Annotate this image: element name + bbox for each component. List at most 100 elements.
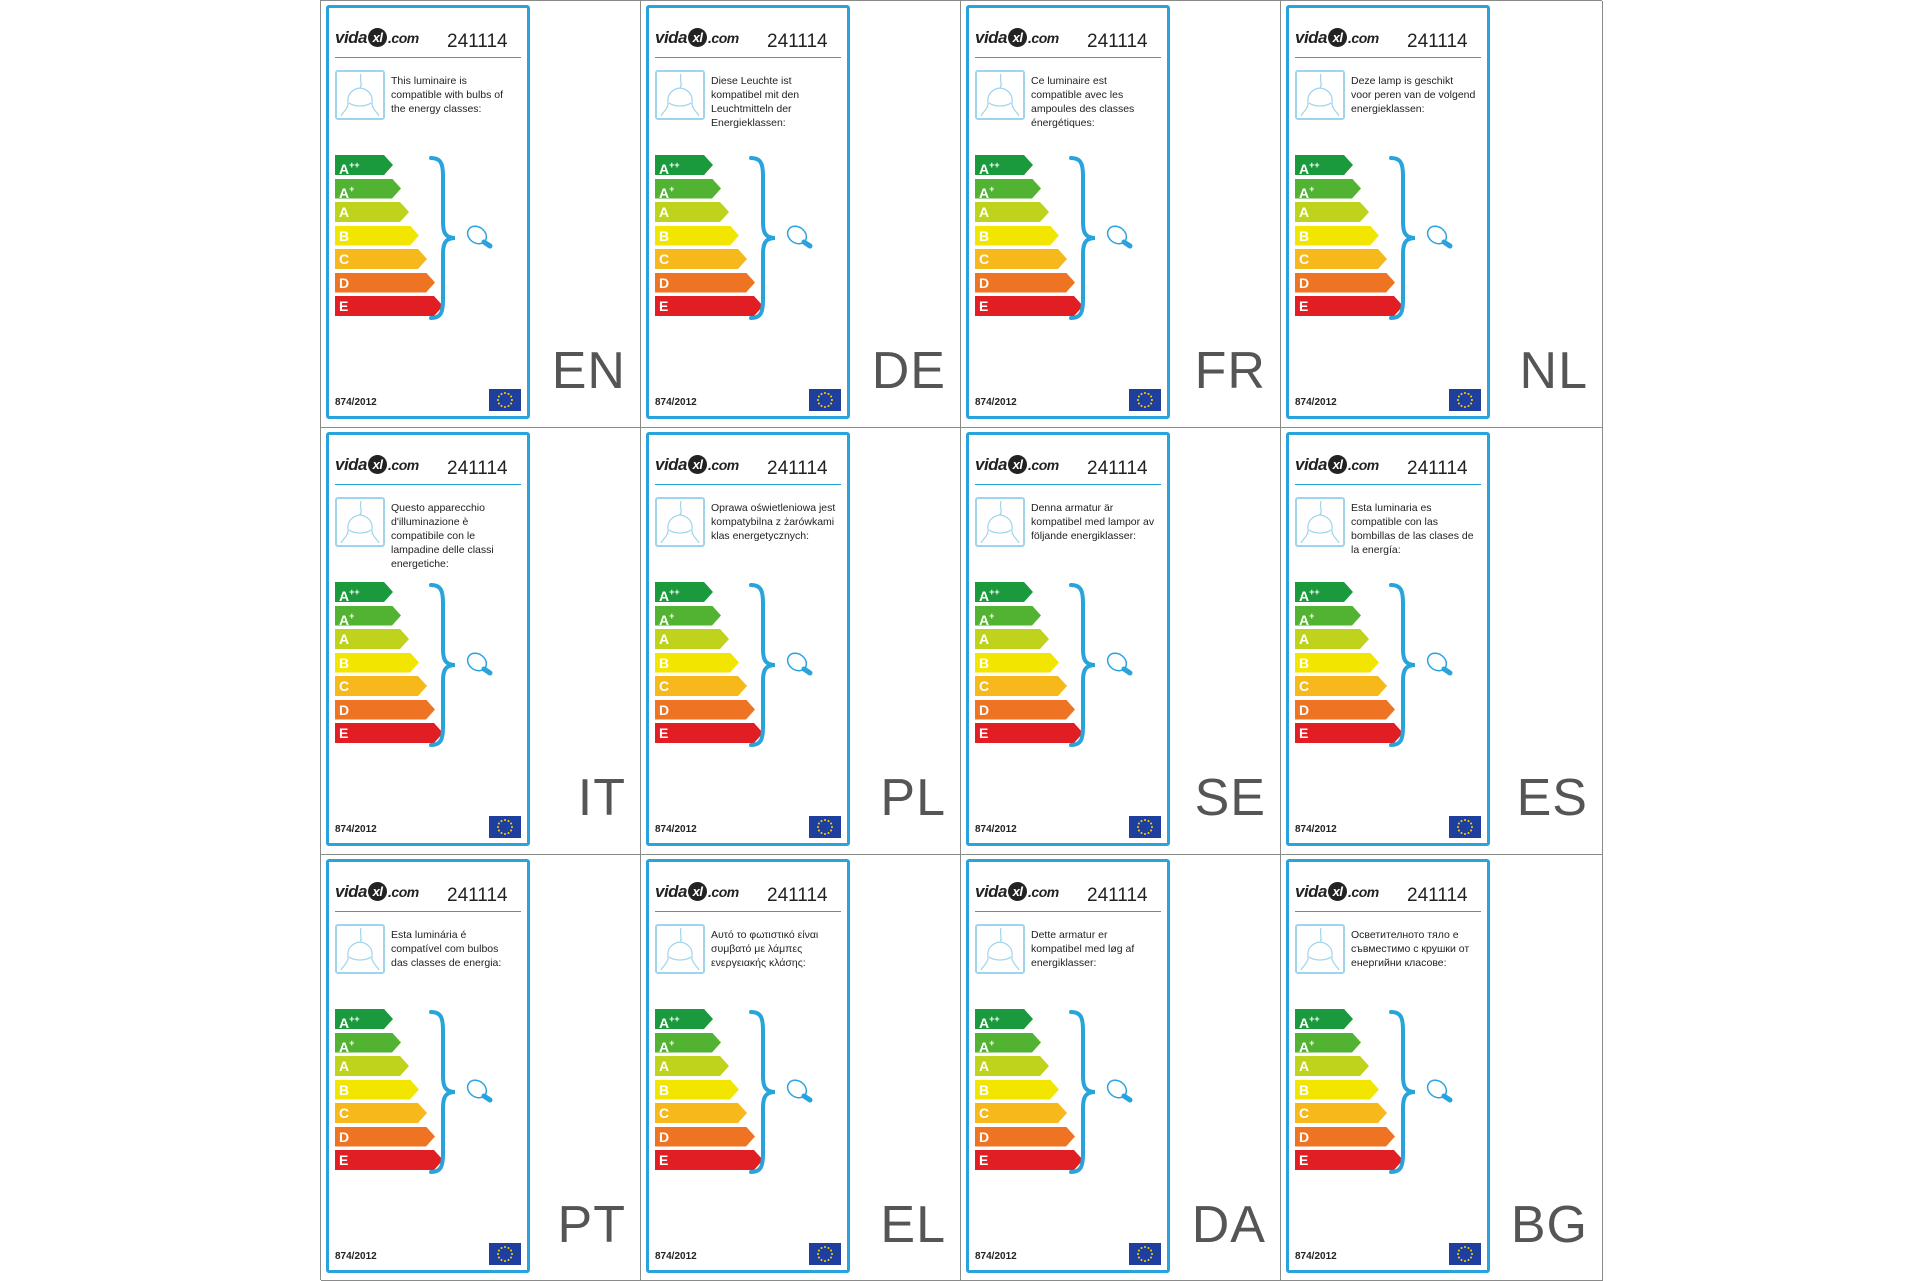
energy-class-letter: B bbox=[1299, 654, 1310, 671]
energy-class-letter: A bbox=[979, 1015, 990, 1031]
energy-class-arrow: A++ bbox=[335, 582, 393, 602]
energy-class-arrow: A++ bbox=[975, 155, 1033, 175]
energy-class-letter: B bbox=[659, 654, 670, 671]
energy-class-arrow: D bbox=[655, 700, 755, 720]
energy-label-card: vida xl .com 241114 Dette armatur er kompa… bbox=[966, 859, 1170, 1273]
energy-class-plus: ++ bbox=[349, 587, 360, 597]
energy-class-arrow: B bbox=[335, 226, 419, 246]
brand-name: vida bbox=[655, 882, 688, 901]
energy-class-scale: A++ A+ A B C D E bbox=[975, 155, 1083, 320]
energy-class-letter: D bbox=[979, 274, 990, 291]
energy-class-letter: C bbox=[979, 678, 990, 694]
energy-class-arrow: A bbox=[975, 1056, 1049, 1076]
energy-class-arrow: A+ bbox=[655, 179, 721, 199]
brand-suffix: .com bbox=[1028, 30, 1059, 46]
language-code: PL bbox=[880, 769, 946, 827]
energy-class-scale: A++ A+ A B C D E bbox=[1295, 582, 1403, 747]
brace-icon bbox=[1069, 1010, 1133, 1174]
compatibility-text: Deze lamp is geschikt voor peren van de … bbox=[1351, 75, 1476, 115]
energy-label-card: vida xl .com 241114 Осветителното тяло е с… bbox=[1286, 859, 1490, 1273]
energy-class-letter: E bbox=[339, 1152, 349, 1168]
brand-name: vida bbox=[655, 28, 688, 47]
energy-class-letter: A bbox=[979, 184, 990, 201]
brand-suffix: .com bbox=[1028, 457, 1059, 473]
regulation-number: 874/2012 bbox=[655, 397, 697, 408]
energy-class-letter: D bbox=[339, 274, 350, 291]
energy-class-letter: B bbox=[979, 654, 990, 671]
brand-name: vida bbox=[975, 28, 1008, 47]
energy-class-arrow: B bbox=[975, 653, 1059, 673]
energy-class-scale: A++ A+ A B C D E bbox=[1295, 1009, 1403, 1174]
energy-class-letter: D bbox=[979, 701, 990, 718]
energy-class-letter: A bbox=[339, 588, 350, 604]
product-code: 241114 bbox=[1087, 885, 1148, 906]
energy-class-arrow: B bbox=[335, 1080, 419, 1100]
energy-class-arrow: E bbox=[655, 296, 763, 316]
energy-class-arrow: A++ bbox=[655, 1009, 713, 1029]
brand-xl-badge: xl bbox=[1008, 28, 1028, 47]
energy-class-arrow: D bbox=[655, 1127, 755, 1147]
energy-class-letter: A bbox=[1299, 184, 1310, 201]
energy-class-arrow: A bbox=[655, 629, 729, 649]
brace-icon bbox=[429, 156, 493, 320]
brand-xl-badge: xl bbox=[1328, 455, 1348, 474]
energy-class-arrow: C bbox=[975, 676, 1067, 696]
compatibility-text: Esta luminaria es compatible con las bom… bbox=[1351, 502, 1474, 556]
energy-class-letter: C bbox=[979, 1105, 990, 1121]
energy-class-letter: C bbox=[1299, 251, 1310, 267]
energy-class-scale: A++ A+ A B C D E bbox=[655, 582, 763, 747]
divider bbox=[655, 911, 841, 912]
label-cell-pl: vida xl .com 241114 Oprawa oświetleniowa j… bbox=[641, 428, 961, 855]
regulation-number: 874/2012 bbox=[975, 397, 1017, 408]
energy-class-letter: B bbox=[979, 1081, 990, 1098]
energy-class-scale: A++ A+ A B C D E bbox=[655, 155, 763, 320]
energy-class-arrow: B bbox=[975, 1080, 1059, 1100]
energy-class-arrow: D bbox=[335, 273, 435, 293]
energy-class-arrow: A++ bbox=[335, 1009, 393, 1029]
product-code: 241114 bbox=[1407, 31, 1468, 52]
label-cell-en: vida xl .com 241114 This luminaire is comp… bbox=[321, 1, 641, 428]
divider bbox=[975, 57, 1161, 58]
regulation-number: 874/2012 bbox=[1295, 824, 1337, 835]
brand-suffix: .com bbox=[1028, 884, 1059, 900]
brace-icon bbox=[749, 156, 813, 320]
energy-class-letter: D bbox=[659, 701, 670, 718]
energy-class-letter: C bbox=[979, 251, 990, 267]
energy-class-arrow: D bbox=[1295, 273, 1395, 293]
energy-class-arrow: A bbox=[335, 629, 409, 649]
divider bbox=[335, 911, 521, 912]
divider bbox=[975, 484, 1161, 485]
energy-class-arrow: E bbox=[975, 1150, 1083, 1170]
energy-class-arrow: C bbox=[335, 249, 427, 269]
energy-class-plus: + bbox=[669, 183, 675, 194]
energy-class-letter: D bbox=[979, 1128, 990, 1145]
energy-class-letter: E bbox=[979, 725, 989, 741]
energy-class-arrow: A+ bbox=[1295, 606, 1361, 626]
energy-class-letter: D bbox=[1299, 1128, 1310, 1145]
lamp-outline-icon bbox=[975, 70, 1025, 120]
energy-class-arrow: B bbox=[655, 653, 739, 673]
energy-class-arrow: C bbox=[655, 676, 747, 696]
brand-logo: vida xl .com bbox=[655, 455, 739, 475]
energy-class-arrow: C bbox=[335, 676, 427, 696]
energy-class-plus: + bbox=[349, 1037, 355, 1048]
bulb-icon bbox=[1426, 652, 1453, 676]
energy-class-letter: A bbox=[1299, 1058, 1310, 1074]
brand-xl-badge: xl bbox=[688, 882, 708, 901]
energy-class-arrow: A bbox=[655, 1056, 729, 1076]
energy-class-letter: A bbox=[979, 1038, 990, 1055]
energy-class-letter: A bbox=[1299, 1015, 1310, 1031]
energy-class-letter: A bbox=[1299, 161, 1310, 177]
label-cell-da: vida xl .com 241114 Dette armatur er kompa… bbox=[961, 855, 1281, 1281]
brand-logo: vida xl .com bbox=[655, 28, 739, 48]
bulb-icon bbox=[786, 225, 813, 249]
energy-class-letter: A bbox=[979, 161, 990, 177]
energy-class-letter: E bbox=[659, 298, 669, 314]
energy-class-letter: A bbox=[1299, 1038, 1310, 1055]
product-code: 241114 bbox=[1087, 31, 1148, 52]
brand-name: vida bbox=[1295, 455, 1328, 474]
language-code: PT bbox=[557, 1196, 626, 1254]
energy-class-letter: E bbox=[339, 725, 349, 741]
brand-xl-badge: xl bbox=[1328, 28, 1348, 47]
brand-logo: vida xl .com bbox=[1295, 882, 1379, 902]
